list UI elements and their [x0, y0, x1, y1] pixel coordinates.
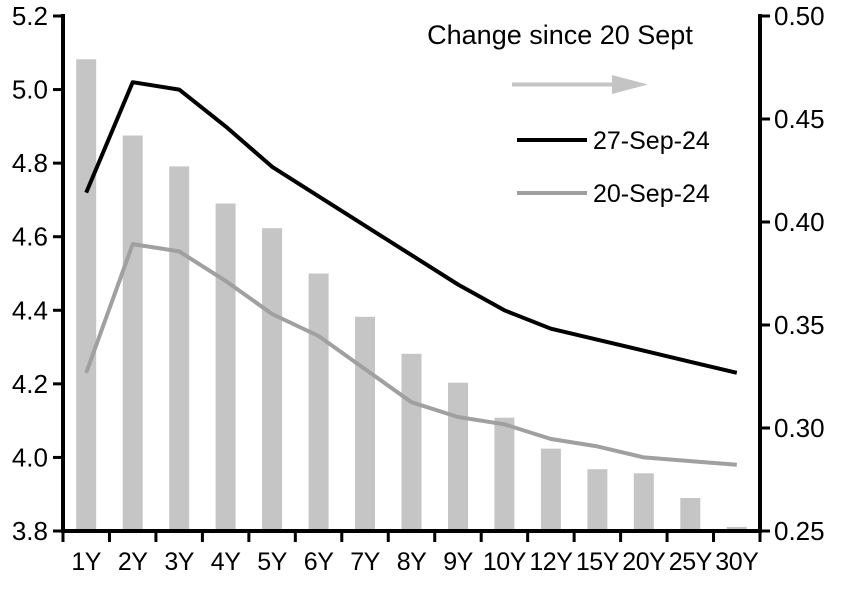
x-label-8Y: 8Y [397, 548, 427, 576]
x-label-30Y: 30Y [715, 548, 759, 576]
left-tick-label: 4.8 [12, 148, 48, 178]
bar-8Y [401, 353, 422, 531]
left-tick-label: 3.8 [12, 516, 48, 546]
legend-title: Change since 20 Sept [427, 20, 693, 50]
left-tick-label: 5.2 [12, 1, 48, 31]
bar-30Y [726, 526, 747, 531]
bar-3Y [169, 166, 190, 531]
right-tick-label: 0.50 [774, 1, 825, 31]
legend: Change since 20 Sept 27-Sep-24 20-Sep-24 [427, 20, 710, 208]
x-label-4Y: 4Y [211, 548, 241, 576]
series-line-20-Sep-24 [84, 242, 737, 467]
x-label-7Y: 7Y [350, 548, 380, 576]
bar-6Y [308, 273, 329, 531]
bar-20Y [633, 473, 654, 531]
left-tick-label: 4.0 [12, 442, 48, 472]
bar-25Y [680, 498, 701, 531]
right-tick-label: 0.35 [774, 310, 825, 340]
bar-10Y [494, 417, 515, 531]
x-label-12Y: 12Y [529, 548, 573, 576]
bar-4Y [215, 203, 236, 531]
x-label-25Y: 25Y [669, 548, 713, 576]
x-label-10Y: 10Y [483, 548, 527, 576]
axes-group: 5.2 5.0 4.8 4.6 4.4 4.2 4.0 3.8 0.50 0.45 0.40 0.35… [12, 1, 825, 576]
bar-7Y [355, 316, 375, 531]
x-label-6Y: 6Y [304, 548, 334, 576]
bar-9Y [448, 382, 468, 531]
line-series-group [84, 80, 738, 467]
x-label-5Y: 5Y [257, 548, 287, 576]
bar-5Y [262, 228, 283, 531]
legend-label-20-sep-24: 20-Sep-24 [593, 180, 710, 208]
bar-2Y [122, 135, 143, 531]
left-tick-label: 4.6 [12, 222, 48, 252]
right-tick-label: 0.45 [774, 104, 825, 134]
bar-series-group [76, 59, 747, 532]
left-tick-label: 4.2 [12, 369, 48, 399]
right-tick-label: 0.25 [774, 516, 825, 546]
x-label-15Y: 15Y [576, 548, 620, 576]
x-label-20Y: 20Y [622, 548, 666, 576]
bar-12Y [540, 448, 561, 531]
x-label-3Y: 3Y [164, 548, 194, 576]
x-label-1Y: 1Y [71, 548, 101, 576]
right-tick-label: 0.40 [774, 207, 825, 237]
right-tick-label: 0.30 [774, 413, 825, 443]
left-tick-label: 5.0 [12, 75, 48, 105]
right-arrow-icon [512, 75, 648, 94]
x-label-2Y: 2Y [118, 548, 148, 576]
bar-1Y [76, 59, 97, 532]
legend-label-27-sep-24: 27-Sep-24 [593, 127, 710, 155]
left-tick-label: 4.4 [12, 295, 48, 325]
bar-15Y [587, 469, 608, 531]
series-line-27-Sep-24 [84, 80, 738, 375]
x-label-9Y: 9Y [443, 548, 473, 576]
